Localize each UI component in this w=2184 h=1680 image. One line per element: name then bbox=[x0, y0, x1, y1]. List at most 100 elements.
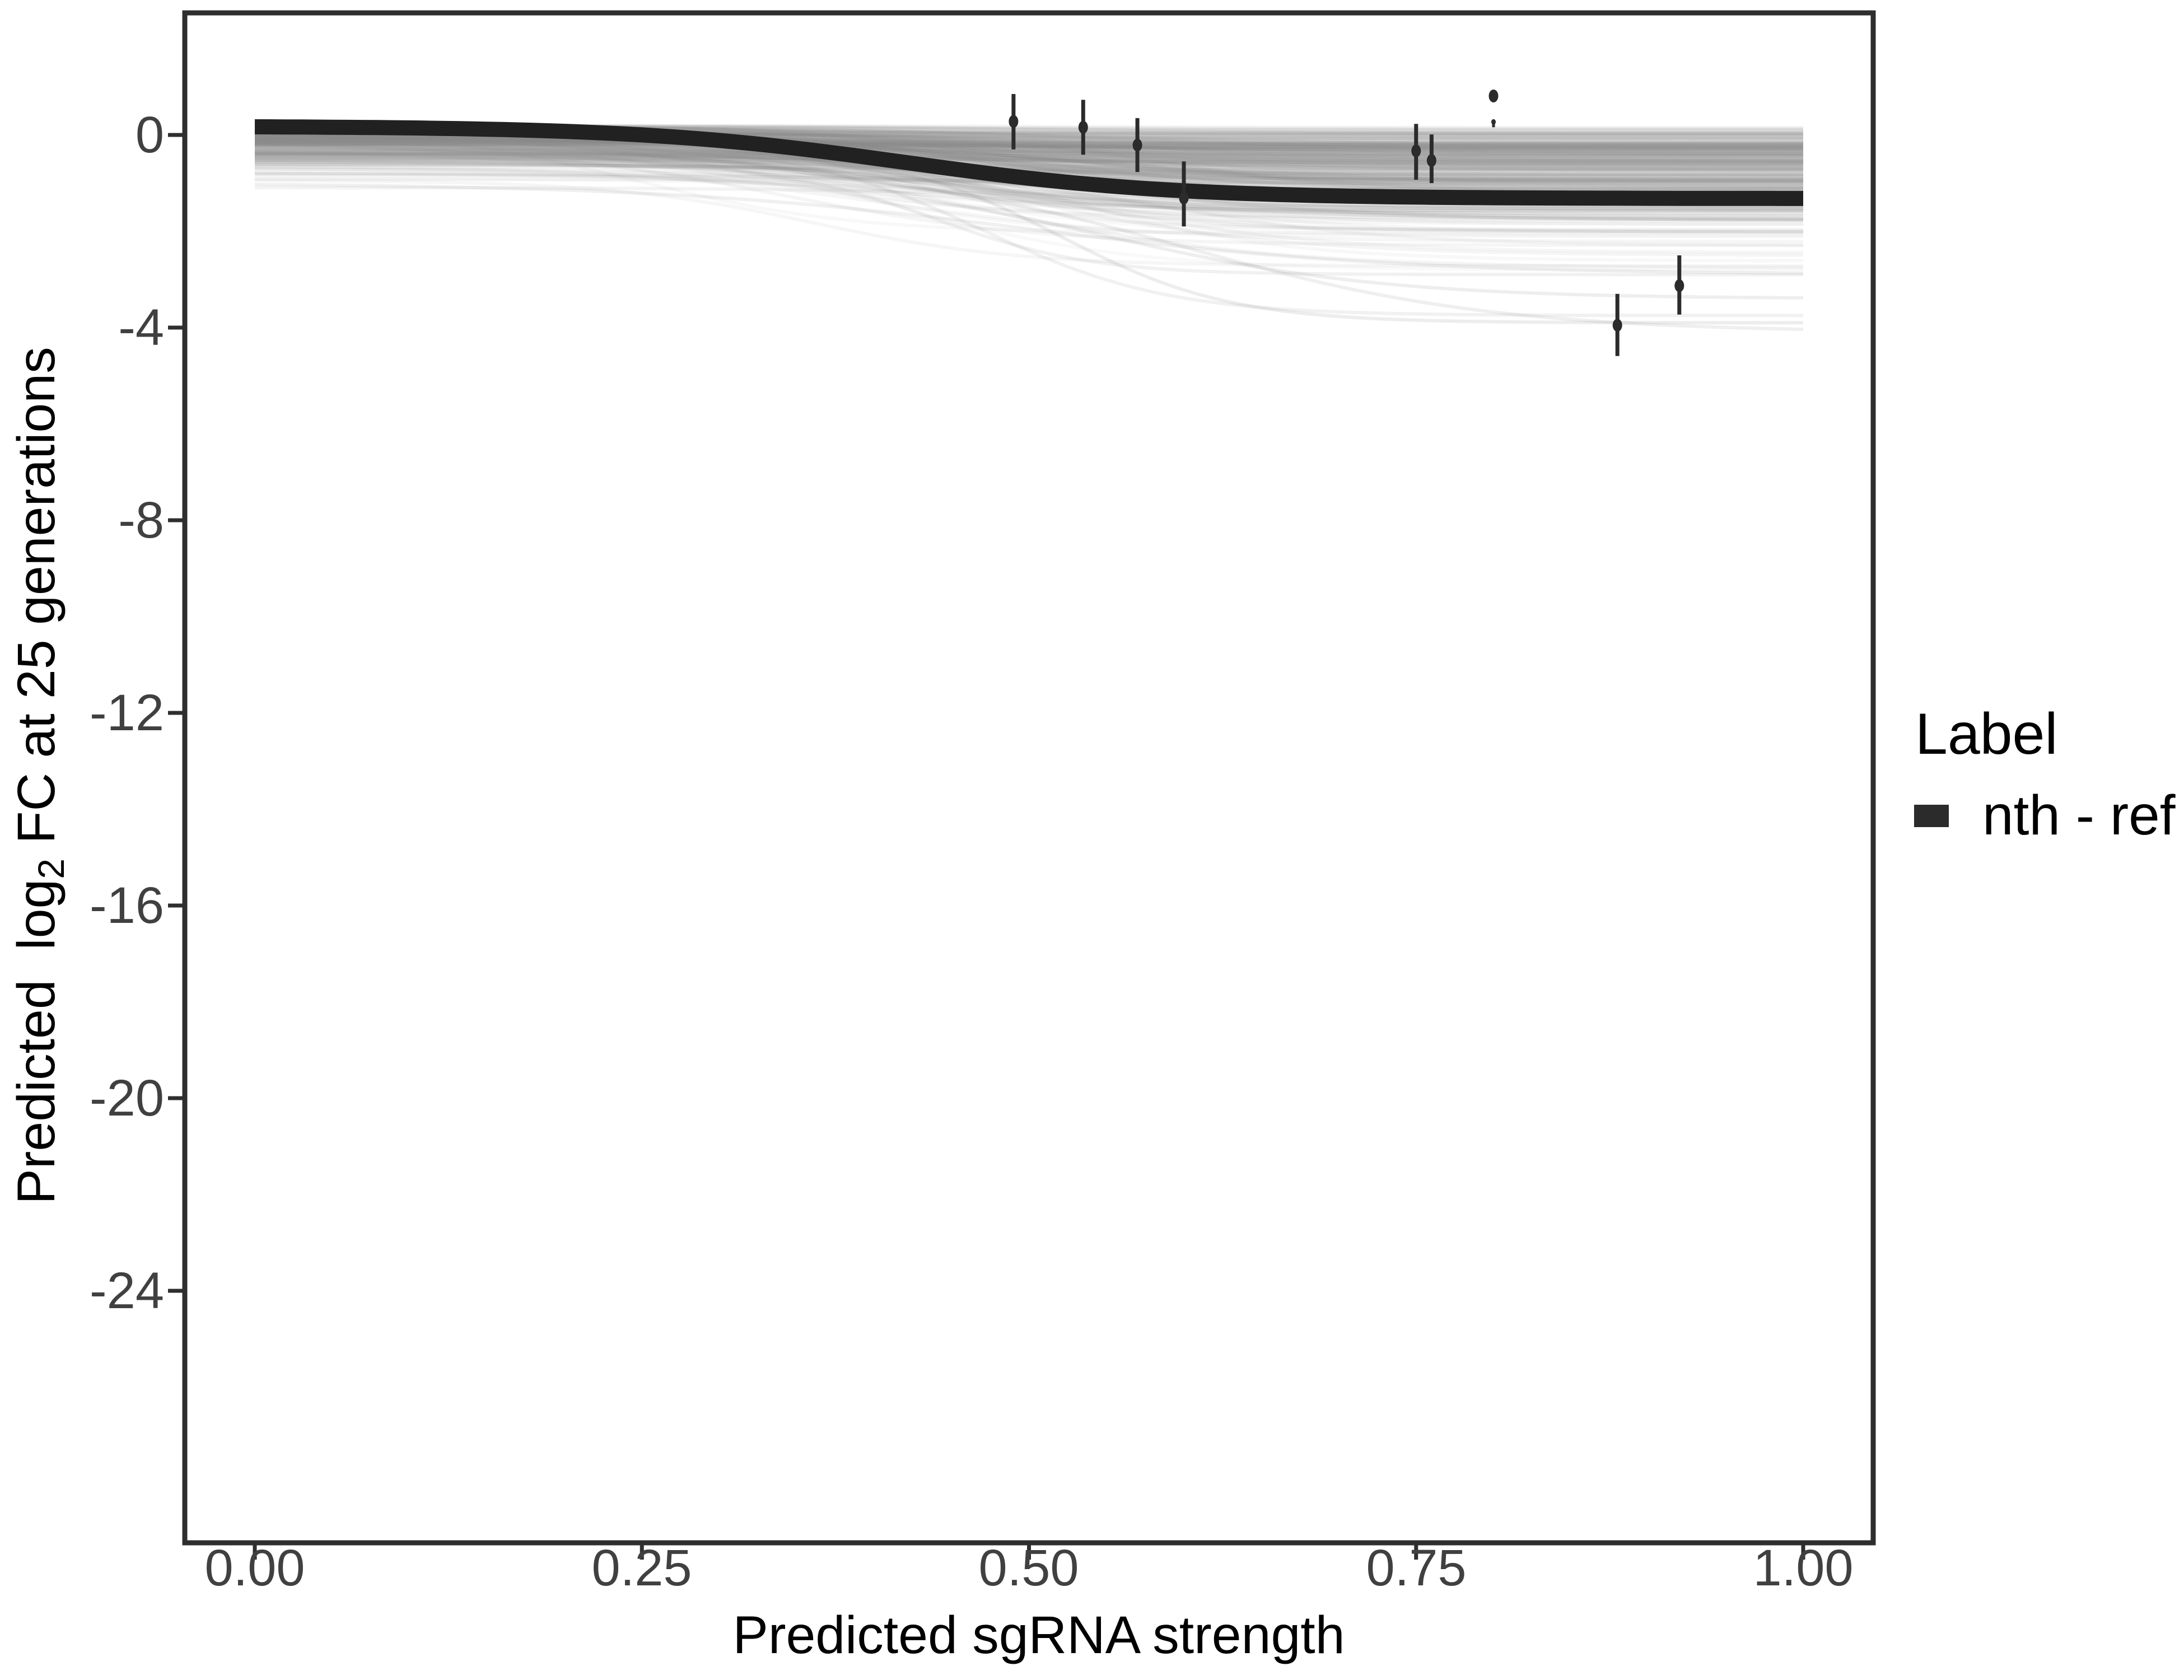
legend-entry-label: nth - ref bbox=[1982, 784, 2176, 847]
posterior-draw-line bbox=[255, 171, 1803, 210]
posterior-draw-line bbox=[255, 137, 1803, 145]
posterior-draw-line bbox=[254, 152, 1803, 221]
posterior-draw-line bbox=[254, 142, 1803, 212]
posterior-draw-line bbox=[255, 141, 1804, 149]
y-axis-title-subscript: 2 bbox=[30, 858, 72, 879]
data-point bbox=[1132, 138, 1142, 152]
data-point bbox=[1411, 144, 1421, 157]
posterior-draw-line bbox=[255, 136, 1803, 164]
posterior-draw-line bbox=[254, 152, 1803, 161]
posterior-draw-line bbox=[254, 143, 1803, 173]
posterior-draw-line bbox=[254, 129, 1803, 167]
posterior-draw-line bbox=[254, 136, 1803, 166]
posterior-draw-line bbox=[255, 141, 1803, 153]
posterior-draw-line bbox=[255, 138, 1803, 152]
posterior-draw-line bbox=[254, 135, 1803, 210]
data-point bbox=[1426, 154, 1436, 167]
posterior-draw-line-deep bbox=[255, 143, 1804, 318]
posterior-draw-line bbox=[254, 144, 1803, 248]
posterior-draw-line bbox=[255, 134, 1803, 183]
posterior-draw-line bbox=[254, 141, 1803, 178]
legend-key-swatch bbox=[1914, 805, 1949, 827]
posterior-draw-line bbox=[255, 150, 1803, 169]
posterior-draw-line bbox=[254, 150, 1803, 165]
x-tick-label-3: 0.75 bbox=[1366, 1539, 1466, 1597]
posterior-draw-line bbox=[254, 179, 1803, 268]
posterior-draw-line bbox=[255, 137, 1803, 158]
posterior-draw-line bbox=[254, 129, 1803, 235]
posterior-draw-line bbox=[254, 143, 1803, 166]
posterior-draw-line bbox=[255, 152, 1803, 160]
posterior-draw-line bbox=[255, 153, 1803, 176]
posterior-draw-line bbox=[254, 138, 1803, 148]
posterior-draw-line bbox=[254, 139, 1804, 185]
y-axis-title-suffix: FC at 25 generations bbox=[7, 347, 66, 858]
posterior-draw-line bbox=[255, 152, 1803, 165]
posterior-draw-line bbox=[254, 138, 1803, 216]
posterior-draw-line bbox=[255, 153, 1803, 165]
y-tick-label-0: 0 bbox=[136, 106, 164, 164]
posterior-draw-line bbox=[254, 132, 1803, 218]
legend: Label nth - ref bbox=[1914, 702, 2176, 847]
posterior-draw-line bbox=[255, 152, 1804, 193]
posterior-draw-line bbox=[254, 141, 1803, 170]
posterior-draw-line bbox=[254, 165, 1803, 244]
posterior-draw-line bbox=[254, 136, 1803, 159]
posterior-draw-line bbox=[255, 147, 1803, 154]
posterior-draw-line bbox=[255, 152, 1803, 158]
posterior-draw-line bbox=[254, 167, 1804, 221]
posterior-draw-line bbox=[255, 136, 1804, 221]
x-tick-label-1: 0.25 bbox=[591, 1539, 692, 1597]
posterior-draw-line bbox=[255, 150, 1803, 166]
posterior-draw-line-deep bbox=[254, 172, 1804, 300]
posterior-draw-line bbox=[255, 151, 1803, 184]
y-tick-label-3: -12 bbox=[90, 684, 164, 741]
posterior-draw-line bbox=[255, 141, 1803, 147]
posterior-draw-line bbox=[255, 138, 1803, 152]
posterior-draw-line bbox=[255, 156, 1803, 218]
posterior-draw-line bbox=[255, 142, 1803, 213]
posterior-draw-line bbox=[254, 150, 1803, 208]
posterior-draw-line bbox=[255, 136, 1804, 149]
x-tick-label-0: 0.00 bbox=[204, 1539, 305, 1597]
posterior-draw-line bbox=[255, 138, 1803, 146]
data-point bbox=[1491, 119, 1496, 125]
posterior-draw-line bbox=[255, 152, 1803, 162]
posterior-draw-line-deep bbox=[255, 160, 1804, 332]
data-point bbox=[1009, 115, 1019, 128]
posterior-draw-line bbox=[254, 141, 1803, 158]
posterior-draw-line bbox=[254, 144, 1803, 213]
posterior-draw-line bbox=[255, 143, 1803, 155]
posterior-draw-line bbox=[255, 141, 1803, 148]
posterior-draw-line bbox=[255, 142, 1803, 161]
posterior-draw-line bbox=[254, 142, 1803, 165]
posterior-draw-line bbox=[254, 137, 1804, 181]
data-point bbox=[1612, 319, 1622, 332]
posterior-draw-line bbox=[254, 133, 1803, 239]
posterior-draw-line-deep bbox=[254, 183, 1804, 275]
posterior-draw-line bbox=[255, 138, 1803, 146]
posterior-draw-line bbox=[255, 136, 1803, 188]
posterior-draw-line bbox=[254, 158, 1803, 226]
posterior-draw-line bbox=[255, 156, 1803, 169]
y-tick-label-6: -24 bbox=[90, 1262, 164, 1319]
legend-title: Label bbox=[1915, 702, 2057, 767]
posterior-draw-line bbox=[255, 148, 1803, 156]
posterior-draw-line bbox=[255, 136, 1803, 186]
posterior-draw-line bbox=[255, 137, 1803, 191]
x-tick-label-2: 0.50 bbox=[978, 1539, 1079, 1597]
posterior-draw-line bbox=[255, 149, 1803, 156]
posterior-draw-line bbox=[255, 139, 1803, 148]
posterior-draw-line bbox=[255, 144, 1803, 234]
posterior-draw-line bbox=[255, 141, 1803, 182]
posterior-draw-line bbox=[255, 140, 1804, 181]
data-points-layer bbox=[1009, 89, 1684, 356]
posterior-draw-line bbox=[254, 136, 1803, 147]
posterior-draw-line bbox=[255, 138, 1803, 148]
x-axis-title: Predicted sgRNA strength bbox=[732, 1606, 1345, 1665]
posterior-draw-line-deep bbox=[255, 147, 1803, 325]
posterior-draw-line bbox=[255, 152, 1803, 177]
posterior-draw-line bbox=[255, 142, 1803, 150]
posterior-draw-line bbox=[255, 145, 1803, 157]
